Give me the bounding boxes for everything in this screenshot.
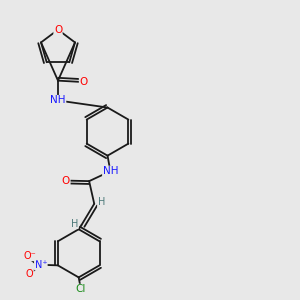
Text: O: O [26,269,33,279]
Text: O⁻: O⁻ [23,251,36,261]
Text: H: H [98,197,105,207]
Text: O: O [62,176,70,186]
Text: O: O [80,77,88,87]
Text: H: H [71,219,78,229]
Text: Cl: Cl [76,284,86,294]
Text: N⁺: N⁺ [34,260,47,270]
Text: NH: NH [103,166,118,176]
Text: NH: NH [50,95,66,106]
Text: O: O [54,25,62,35]
